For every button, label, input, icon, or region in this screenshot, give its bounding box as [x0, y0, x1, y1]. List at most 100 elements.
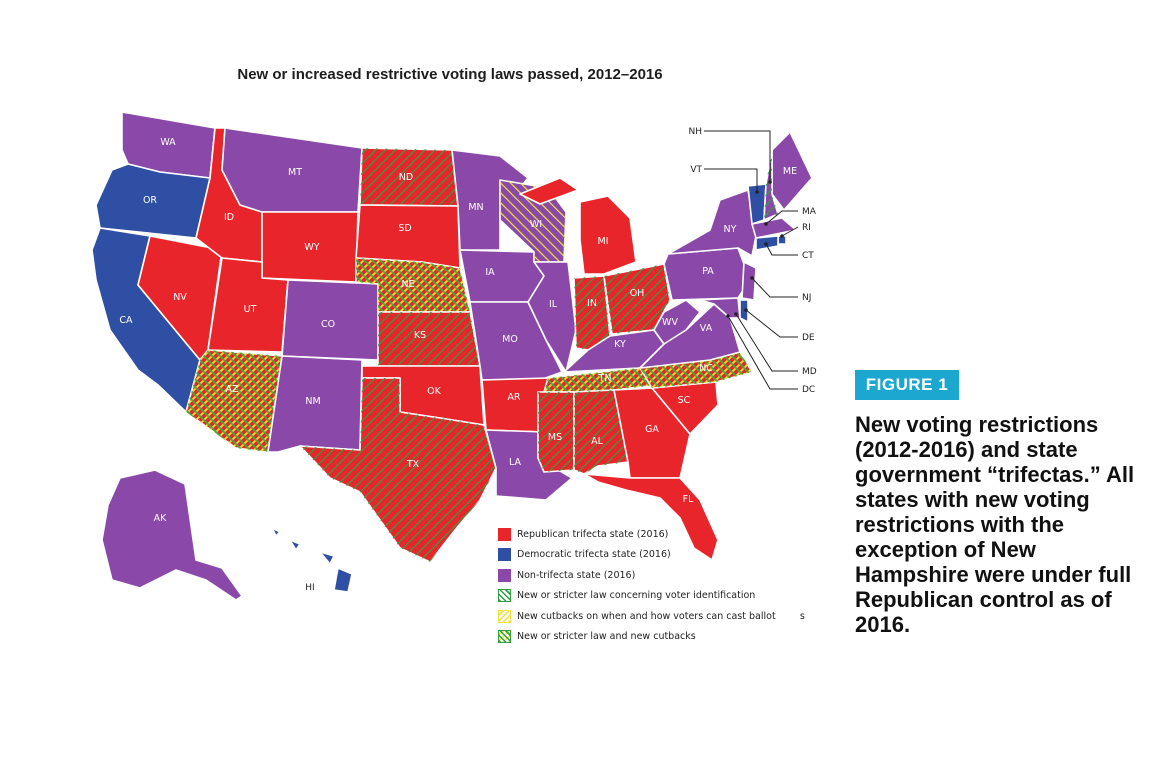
state-label-wy: WY	[304, 242, 319, 253]
callout-dot-de	[744, 308, 748, 312]
state-nd-hatch	[360, 148, 458, 206]
state-label-nc: NC	[699, 363, 713, 374]
callout-dot-nh	[768, 180, 772, 184]
callout-label-ct: CT	[802, 251, 814, 261]
state-label-or: OR	[143, 195, 157, 206]
callout-line-ri	[781, 226, 799, 237]
callout-line-ma	[765, 210, 798, 225]
state-label-me: ME	[783, 166, 797, 177]
state-label-nv: NV	[173, 292, 187, 303]
state-label-la: LA	[509, 457, 522, 468]
legend-swatch-hatch-cut	[498, 609, 511, 623]
legend-item: Democratic trifecta state (2016)	[498, 545, 805, 566]
callout-line-de	[745, 309, 798, 338]
state-ny	[667, 189, 757, 257]
state-hi	[271, 527, 353, 593]
state-ia	[459, 249, 545, 303]
state-md	[699, 297, 741, 319]
callout-line-nh	[704, 130, 771, 182]
legend-label: Non-trifecta state (2016)	[517, 569, 636, 581]
state-label-ne: NE	[401, 279, 414, 290]
state-label-mt: MT	[288, 167, 302, 178]
state-label-ak: AK	[154, 513, 167, 524]
legend-item: Republican trifecta state (2016)	[498, 524, 805, 545]
state-ms-hatch	[538, 392, 574, 472]
state-ne-hatch	[356, 258, 470, 312]
callout-label-vt: VT	[690, 165, 702, 175]
callout-line-nj	[751, 277, 798, 298]
callout-label-md: MD	[802, 367, 817, 377]
state-label-nm: NM	[305, 396, 320, 407]
state-nc-hatch	[640, 352, 752, 388]
state-label-tn: TN	[598, 373, 612, 384]
callout-label-nh: NH	[689, 127, 703, 137]
state-label-sd: SD	[398, 223, 411, 234]
legend-swatch-hatch-both	[498, 630, 511, 644]
state-label-oh: OH	[630, 288, 645, 299]
state-label-nd: ND	[399, 172, 413, 183]
state-label-ut: UT	[244, 304, 257, 315]
figure-badge: FIGURE 1	[855, 370, 959, 400]
legend-swatch-republican	[498, 527, 511, 541]
state-label-hi: HI	[305, 583, 314, 593]
state-label-ga: GA	[645, 424, 659, 435]
state-label-ks: KS	[414, 330, 426, 341]
state-nh-hatch	[764, 150, 778, 220]
legend-label: Democratic trifecta state (2016)	[517, 549, 671, 561]
legend-label: New cutbacks on when and how voters can …	[517, 610, 805, 622]
state-label-ky: KY	[614, 339, 626, 350]
legend-item: Non-trifecta state (2016)	[498, 565, 805, 586]
state-label-mn: MN	[468, 202, 483, 213]
state-il	[527, 261, 577, 373]
state-al-hatch	[574, 390, 628, 474]
legend-label: Republican trifecta state (2016)	[517, 528, 669, 540]
state-mi	[519, 177, 637, 275]
state-oh-hatch	[604, 264, 670, 334]
state-label-ca: CA	[119, 315, 133, 326]
state-or	[95, 163, 211, 239]
legend-swatch-democratic	[498, 548, 511, 562]
callout-label-ri: RI	[802, 223, 811, 233]
callout-label-ma: MA	[802, 207, 817, 217]
state-label-wv: WV	[662, 317, 678, 328]
state-label-mo: MO	[502, 334, 518, 345]
state-mn	[451, 149, 529, 251]
callout-line-vt	[704, 168, 758, 192]
legend-item: New cutbacks on when and how voters can …	[498, 606, 805, 627]
state-label-pa: PA	[702, 266, 714, 277]
map-title: New or increased restrictive voting laws…	[237, 66, 663, 83]
legend-swatch-hatch-id	[498, 589, 511, 603]
figure-caption: New voting restrictions (2012-2016) and …	[855, 412, 1135, 637]
state-label-in: IN	[587, 298, 597, 309]
legend-label: New or stricter law and new cutbacks	[517, 631, 696, 643]
state-label-wi: WI	[530, 219, 542, 230]
state-label-id: ID	[224, 212, 234, 223]
state-label-al: AL	[591, 436, 603, 447]
state-label-ok: OK	[427, 386, 441, 397]
state-label-il: IL	[549, 299, 558, 310]
callout-label-nj: NJ	[802, 293, 811, 303]
state-ak	[101, 469, 243, 601]
state-label-az: AZ	[225, 384, 238, 395]
state-label-wa: WA	[160, 137, 176, 148]
state-in-hatch	[574, 276, 610, 350]
callout-label-dc: DC	[802, 385, 815, 395]
state-ma	[751, 217, 797, 239]
state-nj	[741, 261, 757, 301]
legend-item: New or stricter law concerning voter ide…	[498, 586, 805, 607]
legend-label: New or stricter law concerning voter ide…	[517, 590, 756, 602]
state-label-tx: TX	[406, 459, 420, 470]
callout-dot-vt	[755, 190, 759, 194]
state-label-mi: MI	[598, 236, 609, 247]
callout-dot-ma	[764, 222, 768, 226]
state-label-ny: NY	[724, 224, 737, 235]
state-label-va: VA	[700, 323, 713, 334]
callout-line-ct	[765, 243, 798, 256]
callout-dot-nj	[750, 276, 754, 280]
state-label-fl: FL	[683, 494, 694, 505]
state-label-ar: AR	[507, 392, 520, 403]
callout-dot-md	[734, 312, 738, 316]
state-label-ms: MS	[548, 432, 562, 443]
callout-label-de: DE	[802, 333, 815, 343]
